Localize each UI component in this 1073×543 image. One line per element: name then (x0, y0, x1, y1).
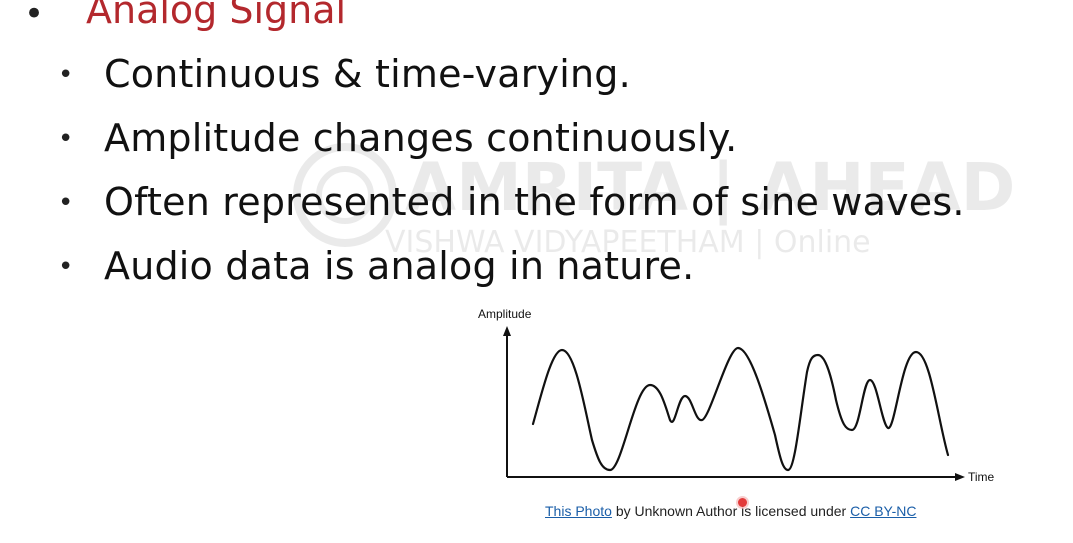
y-axis-label: Amplitude (478, 307, 532, 321)
bullet-dot-2: • (58, 124, 74, 154)
heading-bullet: • (24, 0, 45, 34)
bullet-text-1: Continuous & time-varying. (104, 52, 631, 96)
slide-heading: Analog Signal (86, 0, 347, 32)
analog-signal-figure: Amplitude Time (478, 307, 995, 484)
bullet-text-3: Often represented in the form of sine wa… (104, 180, 965, 224)
image-attribution: This Photo by Unknown Author is licensed… (545, 503, 916, 519)
pointer-cursor-icon (738, 498, 747, 507)
bullet-dot-4: • (58, 252, 74, 282)
analog-waveform (531, 346, 950, 472)
bullet-dot-1: • (58, 60, 74, 90)
y-axis-arrow (503, 326, 511, 336)
x-axis-label: Time (968, 470, 995, 484)
x-axis-arrow (955, 473, 965, 481)
attribution-text: by Unknown Author is licensed under (611, 503, 851, 519)
bullet-text-2: Amplitude changes continuously. (104, 116, 738, 160)
license-link[interactable]: CC BY-NC (850, 503, 917, 519)
this-photo-link[interactable]: This Photo (545, 503, 612, 519)
bullet-text-4: Audio data is analog in nature. (104, 244, 695, 288)
bullet-dot-3: • (58, 188, 74, 218)
